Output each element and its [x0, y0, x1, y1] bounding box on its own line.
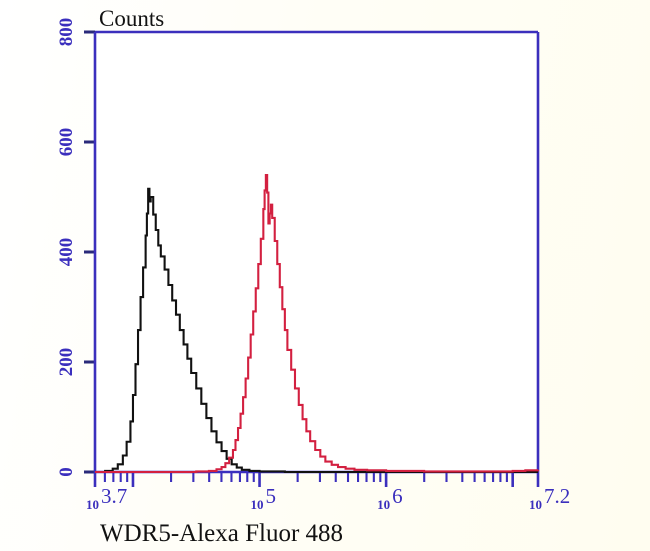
histogram-curve-stained	[95, 173, 540, 474]
y-axis-tick-label: 600	[56, 128, 77, 157]
x-tick-base: 10	[377, 497, 390, 512]
x-axis-tick-labels: 10 3.7 10 5 10 6 10 7.2	[86, 484, 570, 512]
x-tick-exponent: 3.7	[101, 484, 127, 508]
x-axis-tick-label: 10 3.7	[86, 484, 127, 512]
x-tick-exponent: 5	[266, 484, 277, 508]
y-axis-tick-label: 200	[56, 348, 77, 377]
x-tick-exponent: 6	[392, 484, 403, 508]
y-axis-tick-labels: 0 200 400 600 800	[56, 18, 77, 477]
x-axis-minor-ticks	[93, 472, 540, 487]
y-axis-tick-label: 0	[56, 467, 77, 477]
x-tick-base: 10	[529, 497, 542, 512]
x-tick-base: 10	[251, 497, 264, 512]
y-axis-ticks	[84, 30, 95, 474]
y-axis-tick-label: 800	[56, 18, 77, 47]
plot-area-background	[95, 32, 538, 472]
x-tick-base: 10	[86, 497, 99, 512]
y-axis-tick-label: 400	[56, 238, 77, 267]
x-axis-tick-label: 10 7.2	[529, 484, 570, 512]
x-tick-exponent: 7.2	[544, 484, 570, 508]
x-axis-tick-label: 10 6	[377, 484, 403, 512]
histogram-curve-control	[95, 187, 538, 474]
x-axis-tick-label: 10 5	[251, 484, 276, 512]
x-axis-title: WDR5-Alexa Fluor 488	[100, 520, 343, 547]
panel-title: Counts	[99, 6, 164, 31]
